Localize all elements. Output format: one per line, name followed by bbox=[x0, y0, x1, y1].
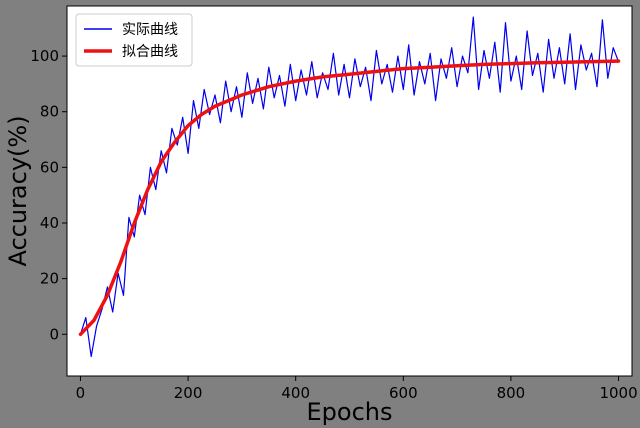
legend-box bbox=[75, 13, 193, 67]
y-tick-label-20: 20 bbox=[40, 270, 59, 288]
y-tick-label-40: 40 bbox=[40, 214, 59, 232]
y-axis: 0 20 40 60 80 100 bbox=[30, 47, 67, 343]
y-tick-label-80: 80 bbox=[40, 103, 59, 121]
y-tick-label-0: 0 bbox=[49, 325, 59, 343]
series-layer bbox=[78, 16, 621, 358]
y-tick-label-60: 60 bbox=[40, 158, 59, 176]
legend-label-fitted: 拟合曲线 bbox=[122, 44, 178, 60]
y-axis-label: Accuracy(%) bbox=[4, 115, 32, 266]
x-axis-label: Epochs bbox=[307, 398, 393, 426]
legend-label-actual: 实际曲线 bbox=[122, 22, 178, 38]
x-tick-label-400: 400 bbox=[281, 384, 310, 402]
x-tick-label-200: 200 bbox=[174, 384, 203, 402]
x-tick-label-800: 800 bbox=[497, 384, 526, 402]
y-tick-label-100: 100 bbox=[30, 47, 59, 65]
x-tick-label-1000: 1000 bbox=[599, 384, 637, 402]
plot-area bbox=[66, 5, 633, 377]
series-line-1 bbox=[78, 59, 621, 337]
x-axis: 0 200 400 600 800 1000 bbox=[76, 376, 638, 402]
x-tick-label-0: 0 bbox=[76, 384, 86, 402]
legend: 实际曲线 拟合曲线 bbox=[75, 13, 193, 67]
x-tick-label-600: 600 bbox=[389, 384, 418, 402]
series-line-0 bbox=[79, 16, 620, 358]
